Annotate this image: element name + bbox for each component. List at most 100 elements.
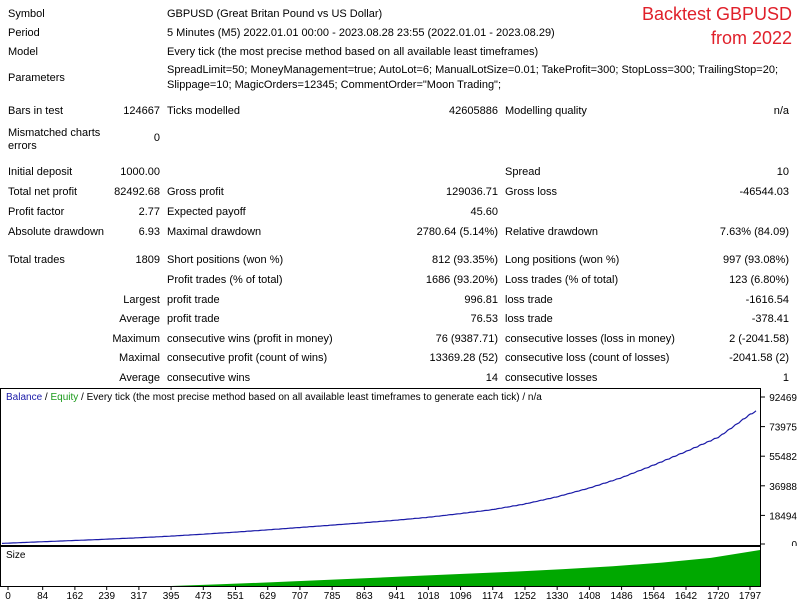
x-tick-label: 84 bbox=[37, 591, 49, 600]
total-trades-label: Total trades bbox=[8, 254, 65, 266]
balance-chart: 0 18494 36988 55482 73975 92469 bbox=[0, 388, 797, 546]
loss-trades-label: Loss trades (% of total) bbox=[505, 274, 619, 286]
gross-loss-value: -46544.03 bbox=[739, 186, 789, 198]
profit-trades-label: Profit trades (% of total) bbox=[167, 274, 283, 286]
y-tick-label: 55482 bbox=[769, 452, 797, 463]
largest-profit-value: 996.81 bbox=[464, 294, 498, 306]
profit-factor-value: 2.77 bbox=[138, 206, 160, 218]
size-area bbox=[171, 550, 760, 586]
expected-payoff-label: Expected payoff bbox=[167, 206, 246, 218]
row-period: Period 5 Minutes (M5) 2022.01.01 00:00 -… bbox=[0, 23, 800, 43]
row-deposit: Initial deposit 1000.00 Spread 10 bbox=[0, 162, 800, 182]
legend-equity: Equity bbox=[50, 392, 79, 403]
x-tick-label: 551 bbox=[227, 591, 244, 600]
x-tick-label: 1174 bbox=[482, 591, 504, 600]
net-profit-label: Total net profit bbox=[8, 186, 78, 198]
y-tick-label: 18494 bbox=[769, 511, 797, 522]
gross-loss-label: Gross loss bbox=[505, 186, 557, 198]
maximal-drawdown-value: 2780.64 (5.14%) bbox=[416, 226, 498, 238]
row-parameters-line2: Slippage=10; MagicOrders=12345; CommentO… bbox=[0, 75, 800, 95]
x-tick-label: 1252 bbox=[514, 591, 537, 600]
model-label: Model bbox=[8, 46, 38, 58]
x-tick-label: 317 bbox=[131, 591, 148, 600]
maximal-drawdown-label: Maximal drawdown bbox=[167, 226, 262, 238]
x-tick-label: 863 bbox=[356, 591, 373, 600]
x-tick-label: 1408 bbox=[578, 591, 601, 600]
average-loss-label: loss trade bbox=[505, 313, 553, 325]
row-average: Average profit trade 76.53 loss trade -3… bbox=[0, 309, 800, 329]
average-profit-label: profit trade bbox=[167, 313, 220, 325]
x-tick-label: 1564 bbox=[643, 591, 666, 600]
x-tick-label: 941 bbox=[388, 591, 405, 600]
short-positions-value: 812 (93.35%) bbox=[431, 254, 498, 266]
row-parameters: Parameters bbox=[0, 68, 800, 88]
maximal-label: Maximal bbox=[119, 352, 160, 364]
x-tick-label: 239 bbox=[98, 591, 115, 600]
expected-payoff-value: 45.60 bbox=[470, 206, 498, 218]
maximal-consecutive-loss-value: -2041.58 (2) bbox=[729, 352, 789, 364]
row-mismatch-2: errors bbox=[0, 136, 800, 156]
balance-chart-y-ticks: 0 18494 36988 55482 73975 92469 bbox=[769, 393, 797, 546]
deposit-label: Initial deposit bbox=[8, 166, 73, 178]
banner-line-2: from 2022 bbox=[710, 28, 792, 48]
symbol-label: Symbol bbox=[8, 8, 45, 20]
x-tick-label: 162 bbox=[67, 591, 84, 600]
deposit-value: 1000.00 bbox=[120, 166, 160, 178]
size-chart: 0 84 162 239 317 395 473 551 629 707 785 863 941 1018… bbox=[0, 546, 762, 600]
x-tick-label: 707 bbox=[292, 591, 309, 600]
ticks-label: Ticks modelled bbox=[167, 105, 240, 117]
parameters-value-line2: Slippage=10; MagicOrders=12345; CommentO… bbox=[167, 79, 502, 91]
largest-loss-value: -1616.54 bbox=[745, 294, 789, 306]
average-label: Average bbox=[119, 313, 160, 325]
x-tick-label: 785 bbox=[324, 591, 341, 600]
maximal-consecutive-profit-label: consecutive profit (count of wins) bbox=[167, 352, 328, 364]
period-label: Period bbox=[8, 27, 40, 39]
bars-label: Bars in test bbox=[8, 105, 64, 117]
x-tick-label: 629 bbox=[259, 591, 276, 600]
bars-value: 124667 bbox=[123, 105, 160, 117]
average-consecutive-losses-label: consecutive losses bbox=[505, 372, 598, 384]
profit-trades-value: 1686 (93.20%) bbox=[425, 274, 498, 286]
backtest-banner: Backtest GBPUSD from 2022 bbox=[642, 2, 792, 50]
row-mismatch-value: 0 bbox=[0, 128, 800, 148]
spread-value: 10 bbox=[776, 166, 789, 178]
balance-chart-gridlines bbox=[761, 396, 765, 545]
banner-line-1: Backtest GBPUSD bbox=[641, 4, 792, 24]
y-tick-label: 0 bbox=[791, 540, 797, 546]
x-tick-label: 1642 bbox=[675, 591, 698, 600]
gross-profit-value: 129036.71 bbox=[446, 186, 498, 198]
row-maximal: Maximal consecutive profit (count of win… bbox=[0, 348, 800, 368]
absolute-drawdown-value: 6.93 bbox=[138, 226, 160, 238]
row-profit-trades: Profit trades (% of total) 1686 (93.20%)… bbox=[0, 270, 800, 290]
x-tick-label: 473 bbox=[195, 591, 212, 600]
x-tick-label: 1096 bbox=[449, 591, 472, 600]
average-consecutive-label: Average bbox=[119, 372, 160, 384]
gross-profit-label: Gross profit bbox=[167, 186, 224, 198]
largest-label: Largest bbox=[123, 294, 160, 306]
maximum-label: Maximum bbox=[112, 333, 160, 345]
x-tick-label: 1330 bbox=[546, 591, 569, 600]
legend-separator: / bbox=[42, 392, 51, 403]
net-profit-value: 82492.68 bbox=[114, 186, 160, 198]
absolute-drawdown-label: Absolute drawdown bbox=[8, 226, 105, 238]
row-average-consecutive: Average consecutive wins 14 consecutive … bbox=[0, 368, 800, 388]
quality-value: n/a bbox=[773, 105, 789, 117]
x-tick-label: 1018 bbox=[417, 591, 440, 600]
short-positions-label: Short positions (won %) bbox=[167, 254, 284, 266]
average-consecutive-wins-label: consecutive wins bbox=[167, 372, 251, 384]
y-tick-label: 73975 bbox=[769, 423, 797, 434]
average-consecutive-wins-value: 14 bbox=[485, 372, 498, 384]
relative-drawdown-label: Relative drawdown bbox=[505, 226, 598, 238]
long-positions-value: 997 (93.08%) bbox=[722, 254, 789, 266]
size-chart-x-ticks: 0 84 162 239 317 395 473 551 629 707 785 863 941 1018… bbox=[5, 587, 762, 600]
max-consecutive-losses-label: consecutive losses (loss in money) bbox=[505, 333, 675, 345]
row-total-trades: Total trades 1809 Short positions (won %… bbox=[0, 250, 800, 270]
row-maximum: Maximum consecutive wins (profit in mone… bbox=[0, 329, 800, 349]
symbol-value: GBPUSD (Great Britan Pound vs US Dollar) bbox=[167, 8, 383, 20]
x-tick-label: 395 bbox=[163, 591, 180, 600]
chart-legend: Balance / Equity / Every tick (the most … bbox=[6, 392, 542, 403]
row-bars: Bars in test 124667 Ticks modelled 42605… bbox=[0, 101, 800, 121]
maximal-consecutive-profit-value: 13369.28 (52) bbox=[429, 352, 499, 364]
mismatch-value: 0 bbox=[153, 132, 160, 144]
model-value: Every tick (the most precise method base… bbox=[167, 46, 539, 58]
